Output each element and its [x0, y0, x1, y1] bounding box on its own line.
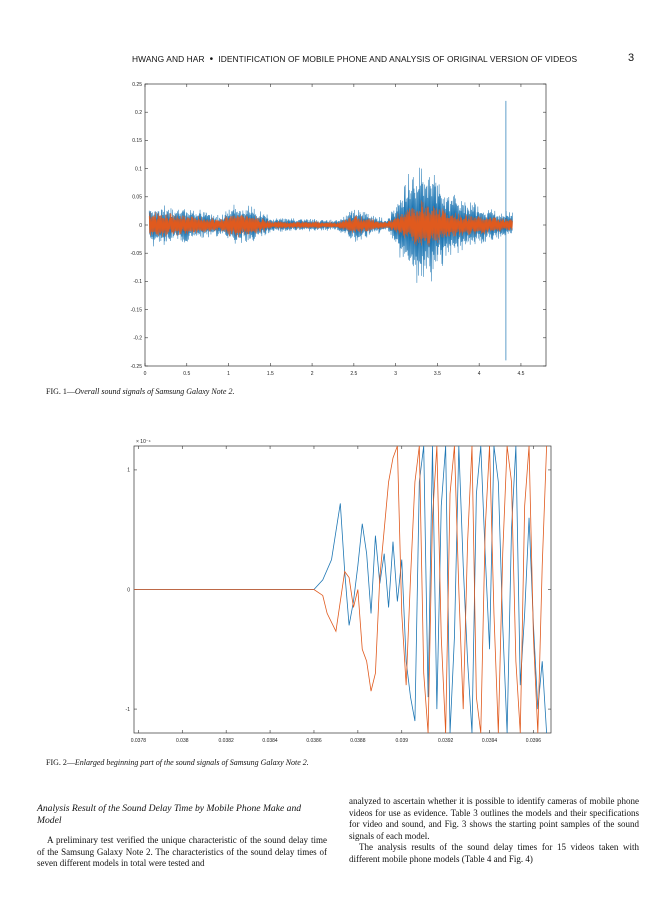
y-tick-label: 0.1 [135, 166, 142, 172]
right-paragraph-1: analyzed to ascertain whether it is poss… [349, 796, 639, 841]
x-tick-label: 2.5 [350, 371, 357, 377]
x-tick-label: 4.5 [517, 371, 524, 377]
left-paragraph: A preliminary test verified the unique c… [37, 835, 327, 869]
y-tick-label: -1 [126, 707, 131, 713]
x-tick-label: 0.0388 [350, 738, 366, 744]
line-series-2 [134, 446, 548, 733]
y-tick-label: 0.2 [135, 110, 142, 116]
figure-1-caption-label: FIG. 1— [46, 387, 75, 396]
figure-1-caption: FIG. 1—Overall sound signals of Samsung … [46, 387, 234, 396]
figure-1-caption-text: Overall sound signals of Samsung Galaxy … [74, 387, 235, 396]
page-number: 3 [628, 52, 635, 64]
x-tick-label: 3.5 [434, 371, 441, 377]
x-tick-label: 0.038 [176, 738, 189, 744]
x-tick-label: 0 [144, 371, 147, 377]
x-tick-label: 1 [227, 371, 230, 377]
figure-2-caption-label: FIG. 2— [46, 758, 75, 767]
y-tick-label: 0 [127, 587, 130, 593]
right-paragraph-2: The analysis results of the sound delay … [349, 842, 639, 864]
header-text: HWANG AND HAR • IDENTIFICATION OF MOBILE P… [132, 54, 577, 65]
x-tick-label: 0.0378 [131, 738, 147, 744]
y-tick-label: 0.25 [132, 82, 142, 88]
y-tick-label: 0 [139, 223, 142, 229]
x-tick-label: 0.0396 [526, 738, 542, 744]
y-tick-label: -0.1 [133, 279, 142, 285]
x-tick-label: 0.0384 [262, 738, 278, 744]
waveform-series-2 [148, 200, 513, 247]
x-tick-label: 0.0386 [306, 738, 322, 744]
header-title: IDENTIFICATION OF MOBILE PHONE AND ANALY… [218, 54, 578, 64]
waveform-series-1 [148, 167, 513, 283]
figure-1-chart: 0 0.5 1 1.5 2 2.5 3 3.5 4 4.50.250.20.150.10.050-… [131, 82, 547, 377]
y-tick-label: -0.15 [131, 307, 143, 313]
x-tick-label: 4 [478, 371, 481, 377]
running-header: HWANG AND HAR • IDENTIFICATION OF MOBILE P… [0, 52, 666, 67]
x-tick-label: 2 [311, 371, 314, 377]
x-tick-label: 0.0382 [219, 738, 235, 744]
section-heading: Analysis Result of the Sound Delay Time … [37, 803, 302, 826]
y-tick-label: 0.05 [132, 195, 142, 201]
y-tick-label: 0.15 [132, 138, 142, 144]
header-authors: HWANG AND HAR [132, 54, 205, 64]
x-tick-label: 0.5 [183, 371, 190, 377]
right-column: analyzed to ascertain whether it is poss… [349, 796, 639, 866]
header-separator: • [209, 54, 214, 65]
x-tick-label: 1.5 [267, 371, 274, 377]
figure-2-caption: FIG. 2—Enlarged beginning part of the so… [46, 758, 309, 767]
exponent-label: × 10⁻⁴ [136, 439, 151, 445]
x-tick-label: 0.0392 [438, 738, 454, 744]
y-tick-label: -0.2 [133, 336, 142, 342]
left-column: Analysis Result of the Sound Delay Time … [37, 803, 327, 870]
y-tick-label: 1 [127, 468, 130, 474]
figure-2-chart: × 10⁻⁴ 0.0378 0.038 0.0382 0.0384 0.0386 0.038… [126, 439, 552, 744]
y-tick-label: -0.05 [131, 251, 143, 257]
line-series-1 [134, 446, 548, 733]
x-tick-label: 3 [394, 371, 397, 377]
y-tick-label: -0.25 [131, 364, 143, 370]
x-tick-label: 0.0394 [482, 738, 498, 744]
figure-2-caption-text: Enlarged beginning part of the sound sig… [74, 758, 309, 767]
x-tick-label: 0.039 [396, 738, 409, 744]
